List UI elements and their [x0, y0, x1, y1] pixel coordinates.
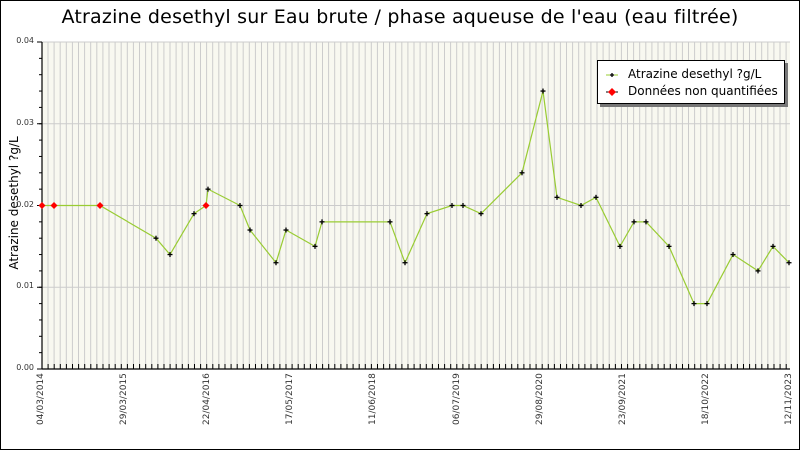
y-tick-label: 0.04	[16, 36, 34, 45]
x-tick-label: 12/11/2023	[784, 373, 794, 425]
x-tick-label: 11/06/2018	[368, 373, 379, 425]
legend-label-measured: Atrazine desethyl ?g/L	[628, 67, 762, 81]
x-tick-label: 06/07/2019	[451, 373, 462, 425]
x-tick-label: 18/10/2022	[700, 373, 711, 425]
y-tick-label: 0.03	[16, 117, 34, 127]
legend-label-unquantified: Données non quantifiées	[628, 84, 778, 98]
y-tick-label: 0.01	[16, 281, 34, 291]
black-cross-icon	[606, 69, 618, 79]
red-diamond-icon	[606, 86, 618, 96]
x-tick-label: 23/09/2021	[617, 373, 628, 425]
chart-title: Atrazine desethyl sur Eau brute / phase …	[61, 6, 739, 28]
x-tick-label: 17/05/2017	[285, 373, 296, 425]
legend-item-unquantified: Données non quantifiées	[606, 84, 778, 98]
x-tick-label: 29/08/2020	[534, 373, 545, 425]
legend-item-measured: Atrazine desethyl ?g/L	[606, 67, 761, 81]
x-tick-label: 29/03/2015	[119, 373, 130, 425]
y-tick-label: 0.00	[16, 363, 34, 372]
legend: Atrazine desethyl ?g/L Données non quant…	[597, 60, 785, 104]
x-tick-label: 04/03/2014	[36, 373, 46, 425]
x-tick-label: 22/04/2016	[202, 373, 213, 425]
y-tick-label: 0.02	[16, 199, 34, 209]
